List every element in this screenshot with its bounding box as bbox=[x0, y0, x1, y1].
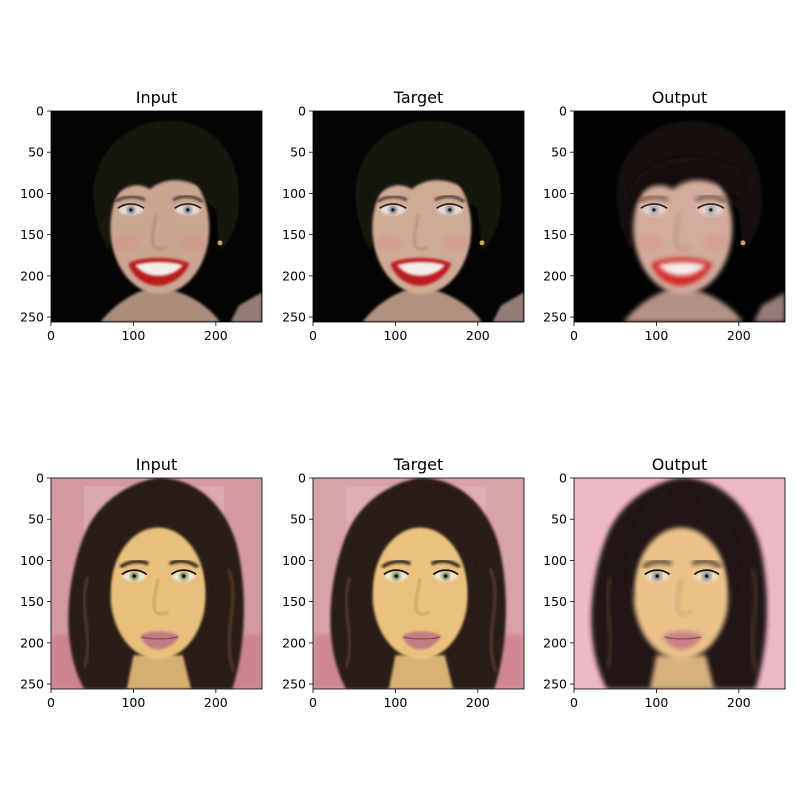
face-image bbox=[51, 478, 262, 689]
x-tick-label: 100 bbox=[121, 328, 145, 343]
x-tick-label: 200 bbox=[727, 328, 751, 343]
y-tick-label: 150 bbox=[282, 594, 306, 609]
y-tick-label: 250 bbox=[282, 310, 306, 325]
y-tick-label: 250 bbox=[543, 677, 567, 692]
y-tick-label: 100 bbox=[282, 553, 306, 568]
y-tick-label: 250 bbox=[20, 310, 44, 325]
y-tick-label: 50 bbox=[551, 512, 567, 527]
y-tick-label: 200 bbox=[20, 635, 44, 650]
y-tick-label: 200 bbox=[20, 268, 44, 283]
y-tick-label: 0 bbox=[36, 471, 44, 486]
y-tick-label: 100 bbox=[543, 553, 567, 568]
axes-frame bbox=[573, 110, 786, 323]
y-tick-label: 150 bbox=[282, 227, 306, 242]
axes-frame bbox=[50, 477, 263, 690]
x-tick-label: 100 bbox=[644, 328, 668, 343]
y-tick-label: 50 bbox=[28, 512, 44, 527]
face-image bbox=[51, 111, 262, 322]
y-tick-label: 150 bbox=[20, 227, 44, 242]
y-tick-label: 50 bbox=[551, 145, 567, 160]
y-tick-label: 200 bbox=[543, 635, 567, 650]
face-image bbox=[313, 478, 524, 689]
x-tick-label: 0 bbox=[47, 695, 55, 710]
y-tick-label: 0 bbox=[298, 471, 306, 486]
subplot-title: Input bbox=[136, 88, 177, 107]
y-tick-label: 50 bbox=[28, 145, 44, 160]
x-tick-label: 200 bbox=[727, 695, 751, 710]
y-tick-label: 0 bbox=[559, 104, 567, 119]
x-tick-label: 0 bbox=[570, 695, 578, 710]
y-tick-label: 200 bbox=[282, 635, 306, 650]
x-tick-label: 0 bbox=[47, 328, 55, 343]
y-tick-label: 250 bbox=[282, 677, 306, 692]
x-tick-label: 0 bbox=[309, 328, 317, 343]
subplot-title: Target bbox=[393, 455, 444, 474]
y-tick-label: 100 bbox=[20, 186, 44, 201]
x-tick-label: 100 bbox=[644, 695, 668, 710]
y-tick-label: 150 bbox=[543, 594, 567, 609]
axes-frame bbox=[573, 477, 786, 690]
y-tick-label: 50 bbox=[290, 512, 306, 527]
y-tick-label: 250 bbox=[543, 310, 567, 325]
y-tick-label: 150 bbox=[543, 227, 567, 242]
x-tick-label: 100 bbox=[121, 695, 145, 710]
y-tick-label: 100 bbox=[282, 186, 306, 201]
subplot-title: Output bbox=[652, 455, 708, 474]
x-tick-label: 0 bbox=[309, 695, 317, 710]
y-tick-label: 0 bbox=[298, 104, 306, 119]
y-tick-label: 200 bbox=[543, 268, 567, 283]
x-tick-label: 100 bbox=[383, 695, 407, 710]
axes-frame bbox=[50, 110, 263, 323]
y-tick-label: 100 bbox=[543, 186, 567, 201]
x-tick-label: 100 bbox=[383, 328, 407, 343]
y-tick-label: 100 bbox=[20, 553, 44, 568]
y-tick-label: 200 bbox=[282, 268, 306, 283]
x-tick-label: 200 bbox=[204, 328, 228, 343]
subplot-title: Target bbox=[393, 88, 444, 107]
face-image bbox=[574, 478, 785, 689]
x-tick-label: 200 bbox=[204, 695, 228, 710]
y-tick-label: 150 bbox=[20, 594, 44, 609]
face-image bbox=[313, 111, 524, 322]
x-tick-label: 0 bbox=[570, 328, 578, 343]
face-image bbox=[574, 111, 785, 322]
axes-frame bbox=[312, 110, 525, 323]
y-tick-label: 0 bbox=[559, 471, 567, 486]
y-tick-label: 0 bbox=[36, 104, 44, 119]
x-tick-label: 200 bbox=[466, 695, 490, 710]
subplot-title: Output bbox=[652, 88, 708, 107]
subplot-title: Input bbox=[136, 455, 177, 474]
x-tick-label: 200 bbox=[466, 328, 490, 343]
axes-frame bbox=[312, 477, 525, 690]
y-tick-label: 50 bbox=[290, 145, 306, 160]
y-tick-label: 250 bbox=[20, 677, 44, 692]
